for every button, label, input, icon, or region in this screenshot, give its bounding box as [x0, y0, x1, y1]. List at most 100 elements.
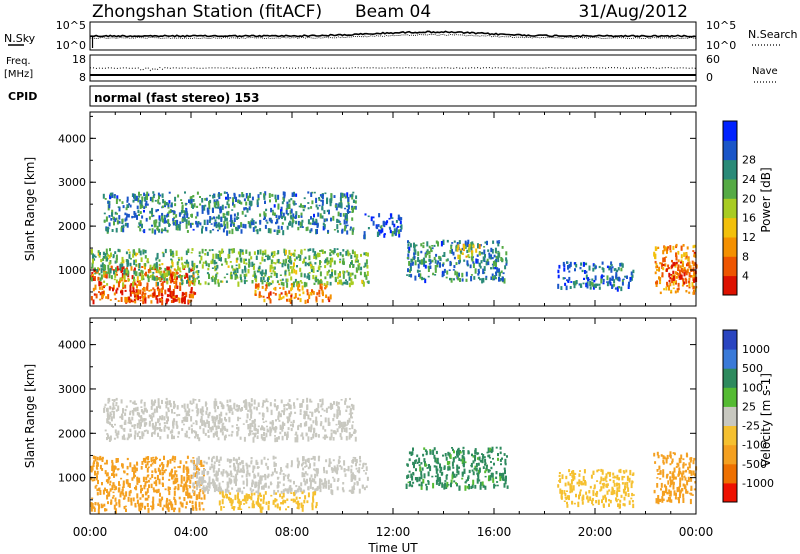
echo-cell: [158, 263, 161, 267]
echo-cell: [452, 471, 454, 474]
echo-cell: [160, 298, 163, 301]
echo-cell: [242, 423, 245, 425]
echo-cell: [175, 269, 178, 272]
echo-cell: [253, 492, 256, 496]
echo-cell: [126, 206, 129, 208]
echo-cell: [439, 469, 442, 473]
echo-cell: [412, 461, 415, 466]
echo-cell: [163, 426, 166, 432]
echo-cell: [573, 502, 576, 505]
echo-cell: [682, 483, 685, 487]
echo-cell: [181, 282, 184, 285]
echo-cell: [328, 464, 331, 467]
echo-cell: [170, 265, 173, 269]
echo-cell: [253, 473, 256, 479]
freq-left-tick-top: 18: [72, 53, 86, 66]
echo-cell: [481, 481, 484, 486]
echo-cell: [217, 405, 219, 410]
echo-cell: [414, 244, 417, 248]
echo-cell: [151, 470, 154, 473]
echo-cell: [283, 195, 286, 199]
echo-cell: [250, 201, 253, 203]
echo-cell: [184, 292, 187, 295]
y-tick-label: 3000: [58, 176, 86, 189]
echo-cell: [327, 296, 330, 301]
echo-cell: [428, 255, 431, 259]
echo-cell: [244, 399, 247, 404]
echo-cell: [689, 498, 692, 505]
echo-cell: [659, 277, 662, 281]
echo-cell: [166, 416, 169, 419]
echo-cell: [179, 501, 182, 505]
echo-cell: [298, 485, 301, 490]
echo-cell: [204, 198, 207, 201]
noise-sky-line: [90, 30, 697, 38]
echo-cell: [148, 423, 151, 427]
echo-cell: [103, 285, 106, 287]
echo-cell: [410, 473, 413, 479]
echo-cell: [223, 276, 226, 279]
echo-cell: [309, 264, 312, 267]
echo-cell: [329, 436, 332, 441]
echo-cell: [306, 473, 309, 476]
echo-cell: [319, 250, 322, 252]
echo-cell: [188, 275, 191, 281]
echo-cell: [293, 249, 296, 252]
echo-cell: [236, 470, 239, 476]
echo-cell: [688, 283, 691, 288]
echo-cell: [346, 230, 349, 235]
echo-cell: [152, 287, 155, 290]
echo-cell: [151, 207, 154, 211]
echo-cell: [175, 224, 178, 231]
echo-cell: [136, 462, 139, 466]
echo-cell: [680, 268, 683, 272]
echo-cell: [312, 433, 315, 439]
echo-cell: [142, 476, 145, 482]
echo-cell: [616, 277, 619, 281]
echo-cell: [144, 263, 147, 267]
echo-cell: [677, 273, 680, 277]
echo-cell: [690, 470, 693, 476]
echo-cell: [227, 489, 230, 494]
echo-cell: [146, 203, 149, 206]
echo-cell: [669, 485, 672, 488]
echo-cell: [262, 250, 265, 254]
echo-cell: [408, 458, 411, 462]
echo-cell: [105, 273, 108, 279]
echo-cell: [262, 402, 265, 407]
echo-cell: [484, 241, 487, 244]
echo-cell: [230, 223, 232, 227]
echo-cell: [692, 470, 695, 476]
echo-cell: [317, 279, 320, 285]
echo-cell: [283, 191, 286, 197]
echo-cell: [211, 217, 214, 220]
echo-cell: [172, 218, 175, 222]
echo-cell: [335, 423, 338, 426]
echo-cell: [149, 477, 152, 480]
echo-cell: [676, 288, 679, 291]
echo-cell: [687, 476, 690, 482]
echo-cell: [356, 482, 359, 485]
echo-cell: [298, 205, 301, 208]
echo-cell: [307, 436, 310, 442]
echo-cell: [296, 488, 299, 493]
echo-cell: [351, 433, 354, 437]
echo-cell: [273, 266, 276, 270]
echo-cell: [308, 255, 311, 261]
echo-cell: [250, 496, 253, 501]
echo-cell: [196, 277, 199, 280]
echo-cell: [691, 494, 694, 496]
echo-cell: [461, 458, 464, 464]
echo-cell: [192, 266, 195, 270]
echo-cell: [563, 500, 566, 502]
echo-cell: [157, 402, 160, 408]
echo-cell: [478, 263, 481, 267]
echo-cell: [443, 252, 446, 257]
echo-cell: [299, 280, 302, 283]
echo-cell: [140, 466, 143, 470]
echo-cell: [131, 467, 134, 472]
echo-cell: [162, 472, 164, 475]
echo-cell: [129, 289, 132, 292]
echo-cell: [666, 250, 668, 254]
echo-cell: [302, 291, 305, 295]
